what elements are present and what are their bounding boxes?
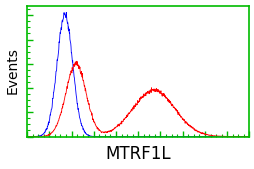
Y-axis label: Events: Events xyxy=(6,48,20,94)
X-axis label: MTRF1L: MTRF1L xyxy=(105,146,170,163)
